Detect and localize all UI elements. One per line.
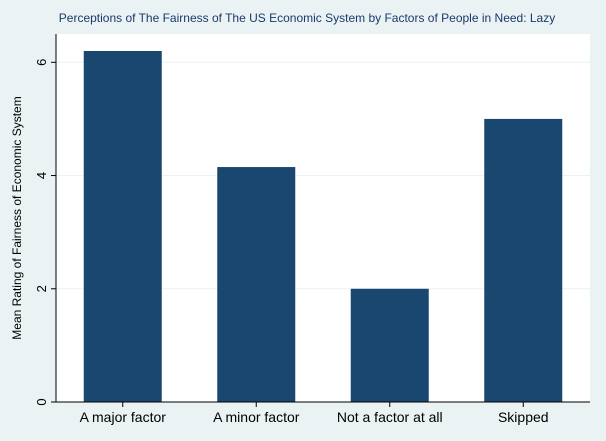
x-tick-label: A major factor xyxy=(80,409,167,425)
y-axis-label: Mean Rating of Fairness of Economic Syst… xyxy=(10,96,24,339)
x-categories: A major factor A minor factor Not a factor… xyxy=(80,402,549,425)
x-tick-label: A minor factor xyxy=(213,409,300,425)
y-tick-label: 4 xyxy=(34,172,49,179)
x-tick-label: Skipped xyxy=(498,409,549,425)
y-tick-label: 2 xyxy=(34,285,49,292)
x-tick-label: Not a factor at all xyxy=(337,409,443,425)
bar xyxy=(217,167,296,402)
bar xyxy=(484,118,563,402)
bars xyxy=(83,50,563,402)
y-ticks: 0 2 4 6 xyxy=(34,59,56,406)
chart-title: Perceptions of The Fairness of The US Ec… xyxy=(59,11,555,25)
axes xyxy=(55,34,590,403)
y-tick-label: 6 xyxy=(34,59,49,66)
bar xyxy=(83,50,162,402)
bar xyxy=(350,288,429,402)
y-tick-label: 0 xyxy=(34,398,49,405)
